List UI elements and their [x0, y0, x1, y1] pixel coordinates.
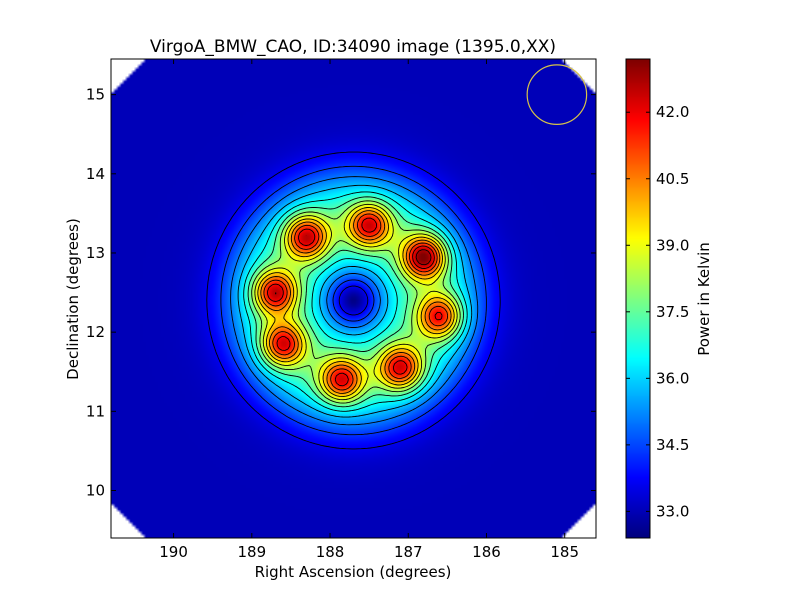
colorbar-frame [625, 58, 651, 539]
colorbar-gradient [626, 59, 650, 538]
contour-level-5 [247, 196, 464, 408]
contour-level-0 [206, 151, 501, 450]
contour-level-7 [254, 203, 458, 401]
beam-circle [526, 64, 588, 125]
y-tick-label: 11 [86, 402, 105, 420]
y-tick-label: 14 [86, 165, 105, 183]
colorbar-tick-label: 42.0 [656, 103, 689, 121]
colorbar-ticks: 33.0 34.5 36.0 37.5 39.0 40.5 42.0 [626, 103, 689, 520]
colorbar-tick-label: 33.0 [656, 502, 689, 520]
x-axis-ticks: 190 189 188 187 186 185 [159, 59, 579, 561]
x-tick-label: 188 [316, 543, 345, 561]
plot-frame [110, 58, 597, 539]
y-tick-label: 12 [86, 323, 105, 341]
contour-lines [206, 151, 501, 450]
x-tick-label: 189 [237, 543, 266, 561]
colorbar-tick-label: 39.0 [656, 236, 689, 254]
contour-level-9 [260, 210, 452, 394]
chart-title: VirgoA_BMW_CAO, ID:34090 image (1395.0,X… [150, 37, 556, 57]
contour-level-6 [251, 200, 461, 404]
heatmap-image [111, 59, 596, 538]
x-tick-label: 190 [159, 543, 188, 561]
y-tick-label: 10 [86, 481, 105, 499]
colorbar-tick-label: 37.5 [656, 303, 689, 321]
y-tick-label: 13 [86, 244, 105, 262]
x-tick-label: 187 [394, 543, 423, 561]
colorbar-tick-label: 36.0 [656, 369, 689, 387]
contour-level-12 [274, 235, 432, 295]
x-tick-label: 186 [472, 543, 501, 561]
contour-level-4 [243, 191, 468, 412]
contour-level-8 [257, 207, 455, 398]
colorbar-tick-label: 34.5 [656, 436, 689, 454]
y-tick-label: 15 [86, 86, 105, 104]
x-axis-label: Right Ascension (degrees) [255, 563, 452, 581]
contour-level-1 [220, 165, 487, 436]
colorbar-label: Power in Kelvin [695, 242, 713, 356]
contour-level-10 [263, 213, 449, 391]
x-tick-label: 185 [550, 543, 579, 561]
y-axis-ticks: 10 11 12 13 14 15 [86, 86, 596, 499]
contour-level-3 [237, 184, 473, 418]
contour-level-11 [267, 217, 443, 387]
contour-level-2 [230, 176, 479, 426]
y-axis-label: Declination (degrees) [64, 218, 82, 380]
colorbar-tick-label: 40.5 [656, 170, 689, 188]
